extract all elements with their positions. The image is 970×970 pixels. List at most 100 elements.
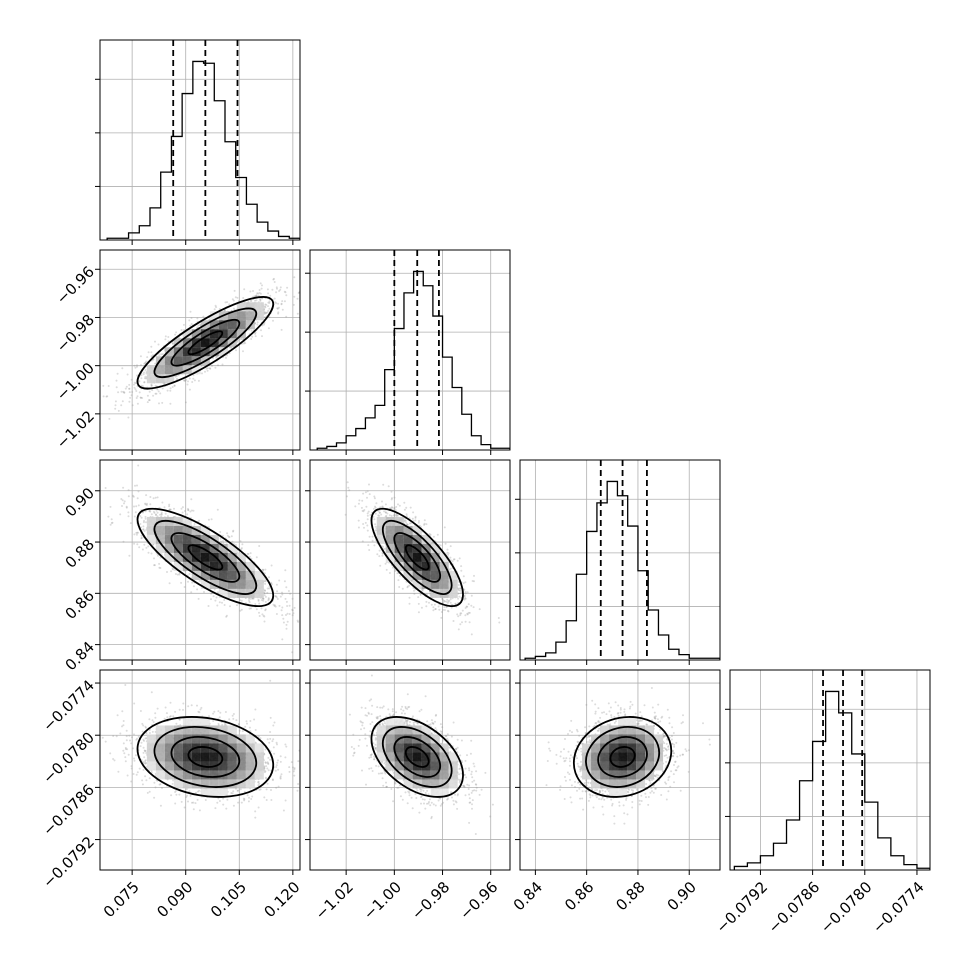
sample-point	[272, 278, 275, 281]
density-cell	[200, 552, 210, 562]
sample-point	[373, 497, 376, 500]
sample-point	[117, 391, 120, 394]
sample-point	[108, 417, 111, 420]
sample-point	[273, 604, 276, 607]
sample-point	[144, 369, 147, 371]
sample-point	[150, 384, 153, 387]
sample-point	[460, 591, 463, 594]
sample-point	[136, 364, 138, 367]
sample-point	[102, 395, 105, 398]
sample-point	[168, 582, 171, 585]
sample-point	[146, 502, 148, 505]
sample-point	[278, 604, 281, 607]
density-cell	[173, 543, 183, 553]
density-cell	[191, 356, 201, 366]
sample-point	[207, 605, 210, 607]
y-tick-label: −0.98	[53, 311, 98, 356]
density-cell	[155, 374, 165, 384]
sample-point	[403, 508, 406, 511]
sample-point	[263, 305, 266, 308]
sample-point	[188, 573, 191, 575]
sample-point	[140, 364, 142, 367]
sample-point	[127, 511, 130, 514]
sample-point	[119, 513, 122, 516]
sample-point	[280, 328, 283, 331]
panel-1-1	[305, 249, 511, 455]
sample-point	[434, 608, 437, 611]
sample-point	[263, 589, 266, 592]
sample-point	[447, 600, 450, 603]
sample-point	[266, 591, 269, 594]
sample-point	[421, 589, 424, 592]
density-cell	[173, 525, 183, 535]
sample-point	[285, 294, 288, 297]
sample-point	[449, 601, 452, 604]
sample-point	[263, 594, 266, 597]
sample-point	[288, 613, 291, 615]
sample-point	[452, 558, 455, 561]
sample-point	[262, 597, 265, 600]
density-cell	[227, 543, 237, 553]
sample-point	[442, 608, 445, 611]
sample-point	[255, 608, 258, 611]
sample-point	[399, 574, 401, 577]
sample-point	[192, 377, 195, 380]
sample-point	[458, 557, 461, 560]
sample-point	[154, 340, 156, 343]
sample-point	[264, 311, 267, 314]
sample-point	[233, 289, 236, 292]
sample-point	[263, 572, 266, 575]
sample-point	[236, 341, 239, 344]
sample-point	[385, 568, 388, 571]
sample-point	[274, 605, 277, 608]
sample-point	[231, 298, 234, 301]
density-cell	[164, 525, 174, 535]
sample-point	[457, 628, 460, 631]
sample-point	[156, 511, 159, 514]
sample-point	[381, 552, 384, 555]
sample-point	[265, 311, 268, 314]
sample-point	[146, 401, 149, 404]
sample-point	[273, 277, 275, 280]
sample-point	[243, 288, 246, 291]
sample-point	[384, 511, 387, 514]
sample-point	[136, 484, 138, 487]
sample-point	[150, 355, 153, 358]
sample-point	[128, 387, 131, 390]
sample-point	[225, 356, 227, 359]
density-cell	[191, 552, 201, 562]
sample-point	[190, 317, 193, 319]
sample-point	[249, 552, 252, 555]
sample-point	[239, 609, 242, 612]
density-cell	[227, 320, 237, 330]
sample-point	[125, 385, 128, 388]
sample-point	[264, 582, 267, 585]
sample-point	[217, 364, 219, 367]
sample-point	[215, 306, 218, 309]
sample-point	[267, 305, 269, 308]
sample-point	[277, 312, 280, 315]
sample-point	[255, 294, 258, 297]
sample-point	[378, 549, 381, 552]
sample-point	[160, 512, 163, 515]
sample-point	[254, 335, 257, 338]
sample-point	[182, 323, 185, 326]
sample-point	[189, 310, 192, 313]
sample-point	[187, 580, 189, 583]
sample-point	[133, 515, 136, 518]
sample-point	[258, 291, 261, 294]
sample-point	[276, 307, 279, 310]
sample-point	[259, 282, 262, 285]
histogram-1	[316, 270, 510, 450]
density-cell	[182, 543, 192, 553]
sample-point	[258, 615, 261, 617]
panel-frame	[99, 459, 301, 661]
sample-point	[182, 379, 185, 382]
sample-point	[191, 581, 194, 584]
panel-content	[310, 250, 510, 450]
sample-point	[267, 301, 270, 304]
sample-point	[152, 394, 155, 397]
sample-point	[262, 597, 265, 600]
sample-point	[133, 383, 135, 386]
sample-point	[186, 383, 189, 386]
